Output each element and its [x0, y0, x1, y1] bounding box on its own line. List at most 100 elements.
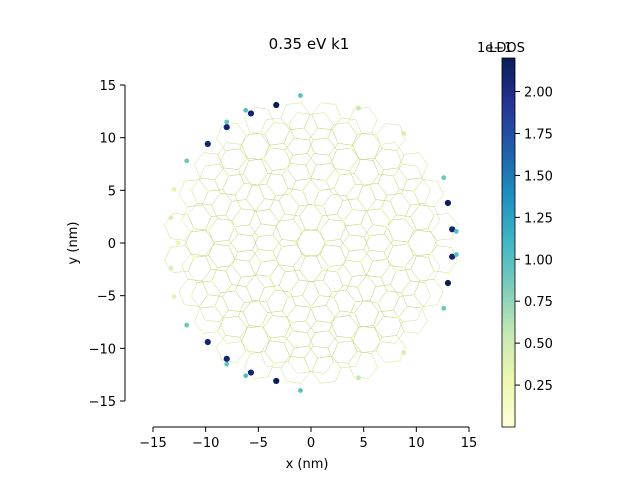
colorbar-tick-label: 1.50: [524, 169, 553, 184]
atom-site: [236, 361, 239, 364]
atom-site: [259, 132, 262, 135]
x-tick-label: 10: [408, 436, 425, 451]
highlighted-site: [454, 229, 459, 234]
atom-site: [327, 265, 330, 268]
atom-site: [379, 340, 382, 343]
highlighted-site: [248, 110, 254, 116]
atom-site: [280, 245, 283, 248]
atom-site: [286, 167, 289, 170]
atom-site: [447, 271, 450, 274]
highlighted-site: [169, 215, 174, 220]
colorbar-tick-label: 0.75: [524, 295, 553, 310]
atom-site: [301, 230, 304, 233]
atom-site: [290, 321, 293, 324]
y-tick-label: 15: [99, 79, 116, 94]
atom-site: [262, 157, 265, 160]
highlighted-site: [243, 108, 248, 113]
atom-site: [234, 290, 237, 293]
atom-site: [403, 217, 406, 220]
highlighted-site: [184, 158, 189, 163]
atom-site: [291, 329, 294, 332]
atom-site: [421, 307, 424, 310]
atom-site: [389, 219, 392, 222]
highlighted-site: [445, 200, 451, 206]
x-tick-label: −5: [249, 436, 268, 451]
colorbar-tick-label: 1.75: [524, 127, 553, 142]
atom-site: [225, 342, 228, 345]
atom-site: [272, 121, 275, 124]
atom-site: [268, 275, 271, 278]
atom-site: [233, 225, 236, 228]
atom-site: [353, 311, 356, 314]
atom-site: [397, 317, 400, 320]
atom-site: [450, 237, 453, 240]
atom-site: [375, 134, 378, 137]
highlighted-site: [184, 323, 189, 328]
atom-site: [312, 203, 315, 206]
highlighted-site: [441, 306, 446, 311]
highlighted-site: [224, 362, 229, 367]
highlighted-site: [356, 106, 361, 111]
atom-site: [403, 266, 406, 269]
atom-site: [301, 189, 304, 192]
atom-site: [260, 261, 263, 264]
atom-site: [324, 240, 327, 243]
colorbar-tick-label: 0.50: [524, 337, 553, 352]
y-axis-label: y (nm): [66, 222, 81, 265]
atom-site: [404, 346, 407, 349]
atom-site: [249, 352, 252, 355]
atom-site: [318, 294, 321, 297]
atom-site: [380, 207, 383, 210]
highlighted-sites: [169, 93, 459, 393]
atom-site: [169, 246, 172, 249]
highlighted-site: [205, 141, 211, 147]
atom-site: [275, 259, 278, 262]
atom-site: [318, 189, 321, 192]
highlighted-site: [298, 93, 303, 98]
highlighted-site: [224, 356, 230, 362]
highlighted-site: [356, 375, 361, 380]
atom-site: [401, 320, 404, 323]
atom-site: [181, 219, 184, 222]
y-tick-label: 10: [99, 132, 116, 147]
atom-site: [227, 175, 230, 178]
atom-site: [386, 258, 389, 261]
highlighted-site: [298, 388, 303, 393]
x-tick-label: 0: [307, 436, 315, 451]
x-axis-ticks: −15 −10 −5 0 5 10 15: [139, 427, 477, 451]
atom-site: [430, 253, 433, 256]
atom-site: [207, 229, 210, 232]
atom-site: [249, 131, 252, 134]
x-axis-label: x (nm): [286, 457, 329, 472]
highlighted-site: [248, 369, 254, 375]
y-tick-label: −5: [97, 290, 116, 305]
atom-site: [207, 293, 210, 296]
atom-site: [217, 330, 220, 333]
highlighted-site: [401, 350, 406, 355]
x-tick-label: −10: [192, 436, 219, 451]
atom-site: [331, 193, 334, 196]
highlighted-site: [172, 294, 177, 299]
atom-site: [379, 143, 382, 146]
atom-site: [190, 295, 193, 298]
atom-site: [322, 205, 325, 208]
atom-site: [386, 225, 389, 228]
atom-site: [406, 243, 409, 246]
atom-site: [325, 179, 328, 182]
highlighted-site: [441, 175, 446, 180]
atom-site: [193, 256, 196, 259]
atom-site: [260, 325, 263, 328]
atom-site: [319, 230, 322, 233]
colorbar-tick-label: 1.00: [524, 253, 553, 268]
x-tick-label: 15: [461, 436, 478, 451]
colorbar: 0.25 0.50 0.75 1.00 1.25 1.50 1.75 2.00 1e−1 LD…: [477, 41, 553, 427]
atom-site: [231, 264, 234, 267]
atom-site: [287, 296, 290, 299]
atom-site: [210, 280, 213, 283]
atom-site: [202, 332, 205, 335]
chart-title: 0.35 eV k1: [269, 35, 350, 53]
atom-site: [336, 271, 339, 274]
atom-site: [368, 234, 371, 237]
y-tick-label: −15: [89, 395, 116, 410]
